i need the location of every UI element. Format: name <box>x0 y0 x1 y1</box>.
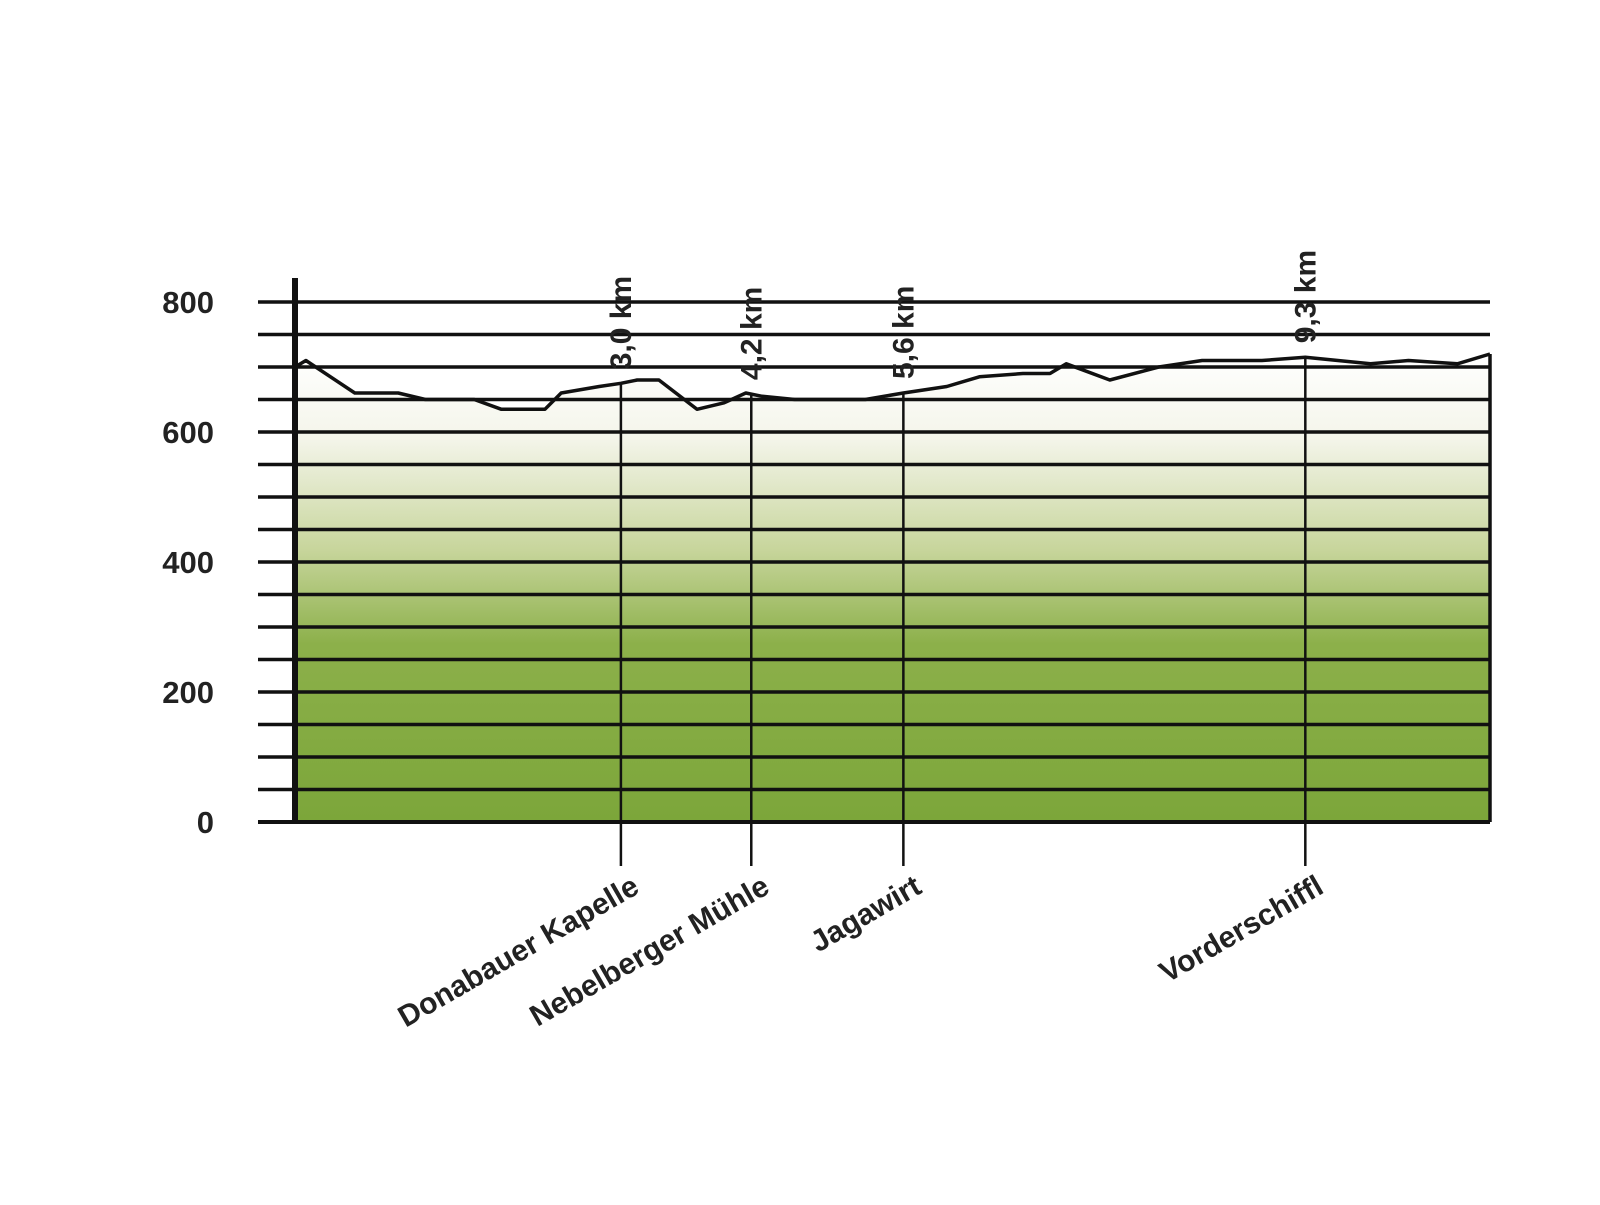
y-tick-label: 200 <box>162 675 214 710</box>
elevation-area-fill <box>295 354 1490 822</box>
marker-place-label: Nebelberger Mühle <box>524 869 774 1033</box>
marker-distance-label: 5,6 km <box>887 286 920 379</box>
marker-place-label: Vorderschiffl <box>1154 869 1329 989</box>
y-tick-label: 600 <box>162 415 214 450</box>
marker-distance-label: 4,2 km <box>735 287 768 380</box>
marker-place-label: Donabauer Kapelle <box>393 869 645 1033</box>
y-tick-label: 800 <box>162 285 214 320</box>
y-tick-label: 0 <box>197 805 214 840</box>
marker-distance-label: 3,0 km <box>605 276 638 369</box>
marker-place-label: Jagawirt <box>805 869 927 958</box>
elevation-line <box>294 352 1491 412</box>
marker-distance-label: 9,3 km <box>1289 250 1322 343</box>
y-tick-label: 400 <box>162 545 214 580</box>
